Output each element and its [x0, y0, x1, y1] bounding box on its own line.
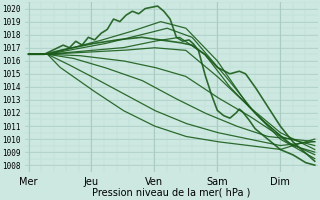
- X-axis label: Pression niveau de la mer( hPa ): Pression niveau de la mer( hPa ): [92, 188, 251, 198]
